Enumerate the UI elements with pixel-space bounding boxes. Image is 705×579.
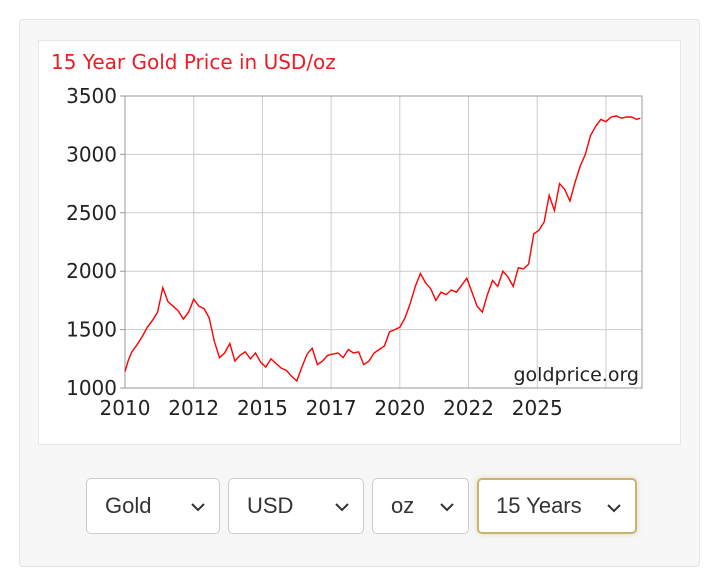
period-select-value: 15 Years [496, 493, 582, 518]
y-tick-label: 3500 [66, 84, 117, 108]
period-select[interactable]: 15 Years [477, 478, 637, 534]
currency-select[interactable]: USD [228, 478, 364, 534]
chevron-down-icon [607, 504, 621, 513]
plot-frame [124, 95, 643, 389]
chart-title: 15 Year Gold Price in USD/oz [51, 50, 336, 74]
chevron-down-icon [440, 503, 454, 512]
y-tick-label: 2000 [66, 259, 117, 283]
unit-select-value: oz [391, 493, 415, 518]
currency-select-value: USD [247, 493, 294, 518]
chevron-down-icon [191, 503, 205, 512]
chart-container: 15 Year Gold Price in USD/oz 1000 1500 200… [38, 40, 681, 445]
x-tick-label: 2012 [168, 396, 219, 420]
gold-price-chart: 15 Year Gold Price in USD/oz 1000 1500 200… [51, 50, 643, 420]
unit-select[interactable]: oz [372, 478, 469, 534]
y-tick-label: 2500 [66, 201, 117, 225]
x-tick-label: 2025 [512, 396, 563, 420]
metal-select-value: Gold [105, 493, 152, 518]
x-tick-label: 2022 [443, 396, 494, 420]
y-tick-label: 3000 [66, 142, 117, 166]
metal-select[interactable]: Gold [86, 478, 220, 534]
x-tick-label: 2017 [306, 396, 357, 420]
goldprice-watermark: goldprice.org [513, 364, 639, 386]
chart-controls: Gold USD oz 15 Years [0, 478, 705, 536]
y-tick-label: 1000 [66, 376, 117, 400]
x-tick-label: 2020 [374, 396, 425, 420]
x-tick-label: 2015 [237, 396, 288, 420]
y-tick-label: 1500 [66, 318, 117, 342]
chevron-down-icon [335, 503, 349, 512]
x-tick-label: 2010 [100, 396, 151, 420]
gold-price-line [124, 115, 641, 383]
